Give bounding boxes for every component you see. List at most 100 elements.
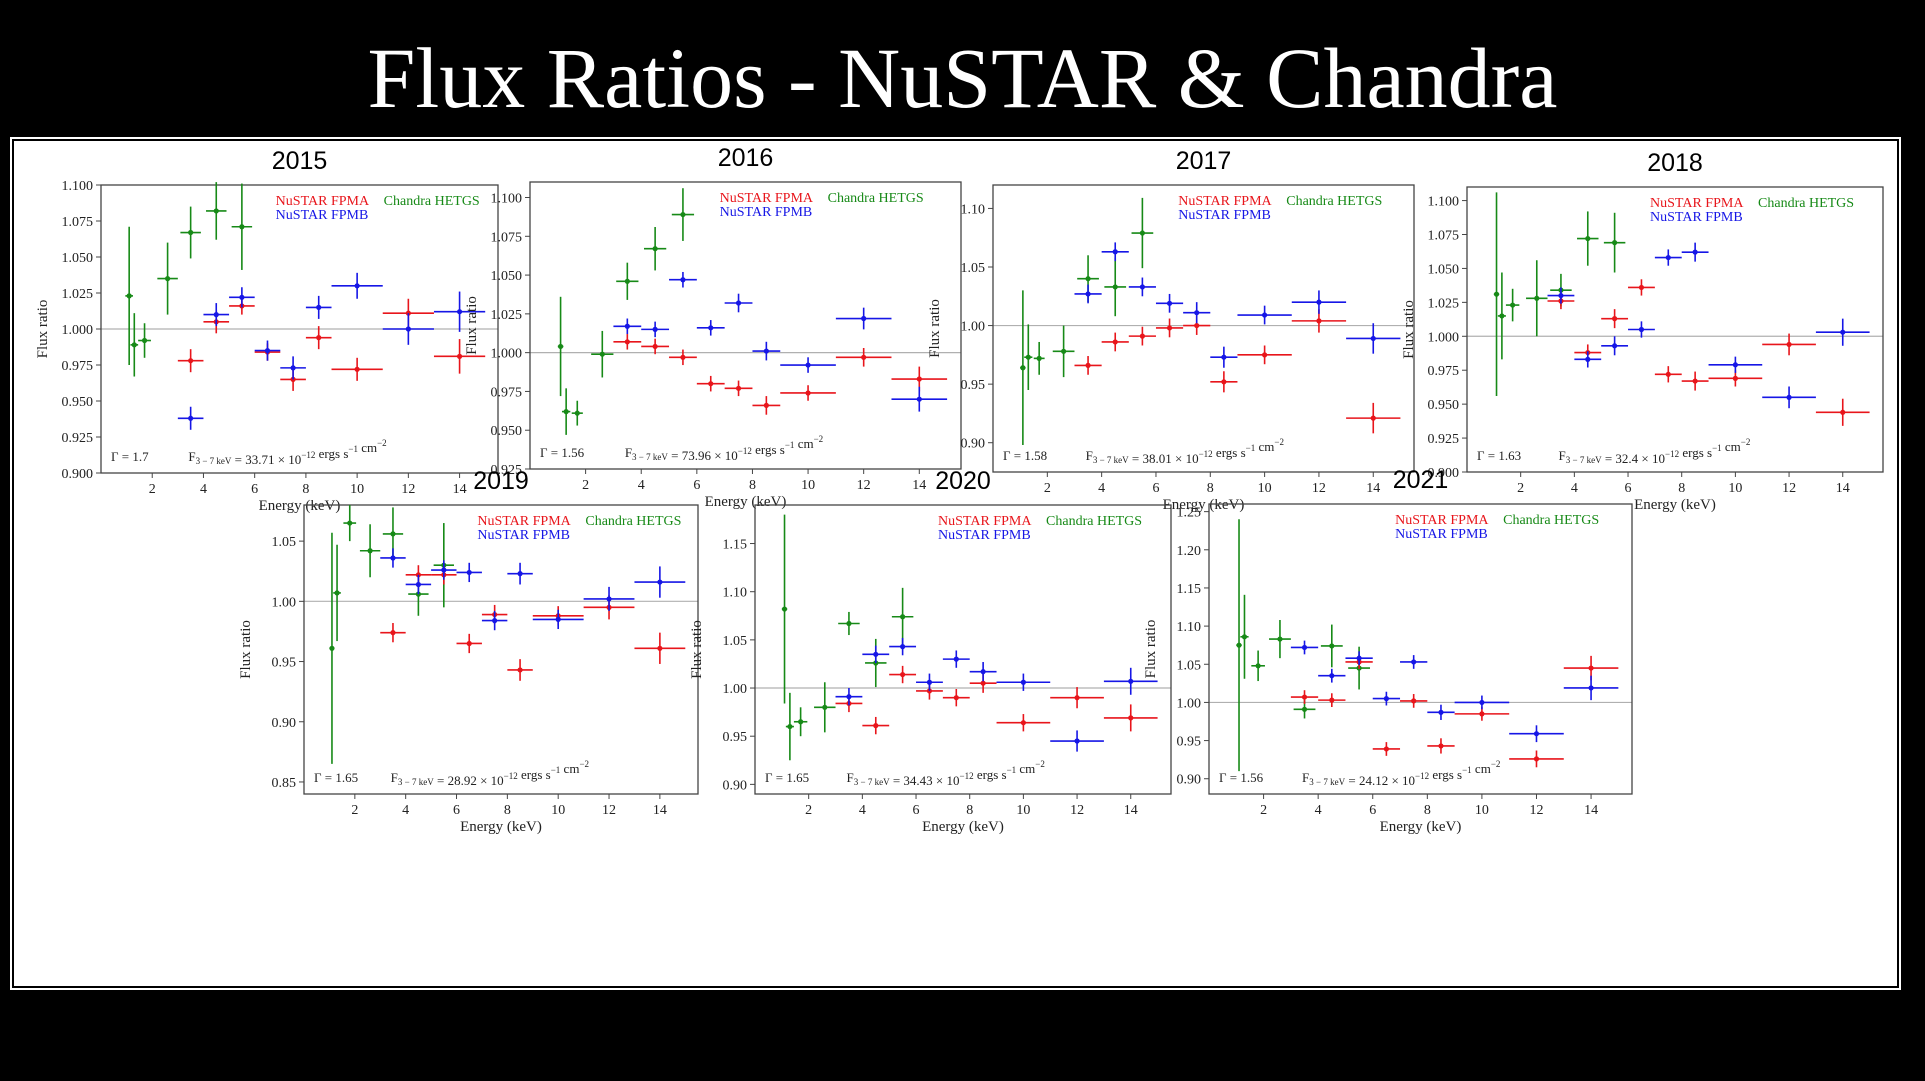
point-marker — [441, 567, 447, 573]
data-point — [1346, 323, 1401, 354]
point-marker — [405, 326, 411, 332]
point-marker — [456, 353, 463, 359]
point-marker — [1479, 711, 1485, 717]
data-point — [203, 303, 230, 327]
data-point — [1815, 398, 1870, 426]
y-tick-label: 1.075 — [491, 230, 523, 245]
data-point — [431, 560, 457, 580]
series-fpmb — [1290, 640, 1619, 743]
y-tick-label: 1.025 — [491, 308, 523, 323]
y-tick-label: 1.000 — [1428, 330, 1460, 345]
point-marker — [657, 645, 663, 651]
series-fpmb — [1547, 242, 1870, 409]
y-tick-label: 1.025 — [1428, 296, 1460, 311]
point-marker — [652, 343, 658, 350]
point-marker — [916, 396, 922, 402]
legend-fpma: NuSTAR FPMA — [938, 514, 1032, 529]
x-tick-label: 14 — [1836, 481, 1850, 496]
series-hetgs — [125, 182, 253, 377]
y-tick-label: 1.25 — [1177, 506, 1202, 521]
point-marker — [1383, 746, 1389, 752]
data-point — [206, 182, 227, 240]
point-marker — [1370, 415, 1376, 421]
legend-fpmb: NuSTAR FPMB — [276, 208, 369, 223]
data-point — [1104, 257, 1127, 317]
point-marker — [1112, 339, 1118, 345]
series-fpmb — [380, 548, 686, 631]
y-tick-label: 1.100 — [62, 179, 94, 194]
x-tick-label: 6 — [1369, 803, 1376, 818]
x-tick-label: 2 — [1044, 481, 1051, 496]
x-tick-label: 2 — [1260, 803, 1267, 818]
point-marker — [1139, 333, 1145, 339]
point-marker — [1411, 659, 1417, 665]
point-marker — [1329, 697, 1335, 703]
point-marker — [354, 283, 360, 289]
data-point — [1654, 249, 1682, 266]
data-point — [380, 623, 406, 643]
series-fpma — [1290, 655, 1619, 768]
point-marker — [1612, 343, 1618, 349]
data-point — [1074, 284, 1102, 304]
chart-2019: 2019 2 4 6 8 10 12 14 0.85 0.90 0.95 1.00 1.05 Energy… — [238, 467, 699, 835]
point-marker — [1533, 731, 1540, 737]
legend-fpmb: NuSTAR FPMB — [720, 205, 813, 220]
y-tick-label: 0.975 — [1428, 364, 1460, 379]
point-marker — [1558, 292, 1564, 299]
data-point — [1210, 346, 1238, 368]
data-point — [996, 714, 1051, 732]
series-hetgs — [1020, 197, 1154, 446]
data-point — [532, 609, 584, 630]
data-point — [254, 340, 281, 361]
x-tick-label: 10 — [1016, 803, 1030, 818]
data-point — [814, 682, 836, 733]
gamma-annotation: Γ = 1.56 — [1219, 770, 1264, 785]
point-marker — [1316, 299, 1322, 305]
point-marker — [1036, 355, 1042, 361]
data-point — [634, 632, 686, 664]
data-point — [1526, 260, 1548, 337]
data-point — [669, 349, 697, 366]
x-tick-label: 8 — [1424, 803, 1431, 818]
data-point — [1346, 402, 1401, 434]
point-marker — [1732, 375, 1738, 381]
gamma-annotation: Γ = 1.58 — [1003, 448, 1047, 463]
point-marker — [1301, 706, 1308, 712]
y-tick-label: 0.90 — [723, 778, 748, 793]
data-point — [1128, 277, 1156, 297]
data-point — [456, 562, 482, 583]
point-marker — [1493, 291, 1500, 297]
point-marker — [354, 366, 360, 372]
data-point — [1155, 293, 1184, 313]
point-marker — [735, 300, 742, 306]
point-marker — [1301, 644, 1308, 651]
point-marker — [390, 555, 396, 561]
point-marker — [517, 571, 523, 577]
x-tick-label: 8 — [302, 482, 309, 497]
y-axis-label: Flux ratio — [1143, 620, 1159, 679]
y-tick-label: 0.95 — [961, 378, 986, 393]
chart-title: 2017 — [1176, 147, 1232, 175]
point-marker — [264, 348, 271, 354]
data-point — [1681, 371, 1709, 391]
flux-annotation: F3 − 7 keV = 73.96 × 10−12 ergs s−1 cm−2 — [625, 434, 823, 463]
y-tick-label: 1.050 — [1428, 262, 1460, 277]
data-point — [889, 665, 917, 684]
data-point — [862, 716, 890, 735]
data-point — [613, 334, 642, 350]
data-point — [996, 673, 1051, 691]
legend-hetgs: Chandra HETGS — [384, 194, 480, 209]
point-marker — [239, 294, 245, 300]
point-marker — [126, 293, 132, 299]
point-marker — [131, 342, 137, 348]
point-marker — [624, 339, 630, 345]
x-tick-label: 10 — [1258, 481, 1272, 496]
flux-annotation: F3 − 7 keV = 32.4 × 10−12 ergs s−1 cm−2 — [1559, 437, 1751, 466]
point-marker — [188, 229, 194, 236]
data-point — [1372, 742, 1401, 756]
x-axis-label: Energy (keV) — [705, 494, 787, 510]
y-axis-label: Flux ratio — [238, 620, 254, 679]
point-marker — [900, 614, 906, 620]
legend-fpma: NuSTAR FPMA — [720, 191, 814, 206]
point-marker — [367, 548, 373, 554]
